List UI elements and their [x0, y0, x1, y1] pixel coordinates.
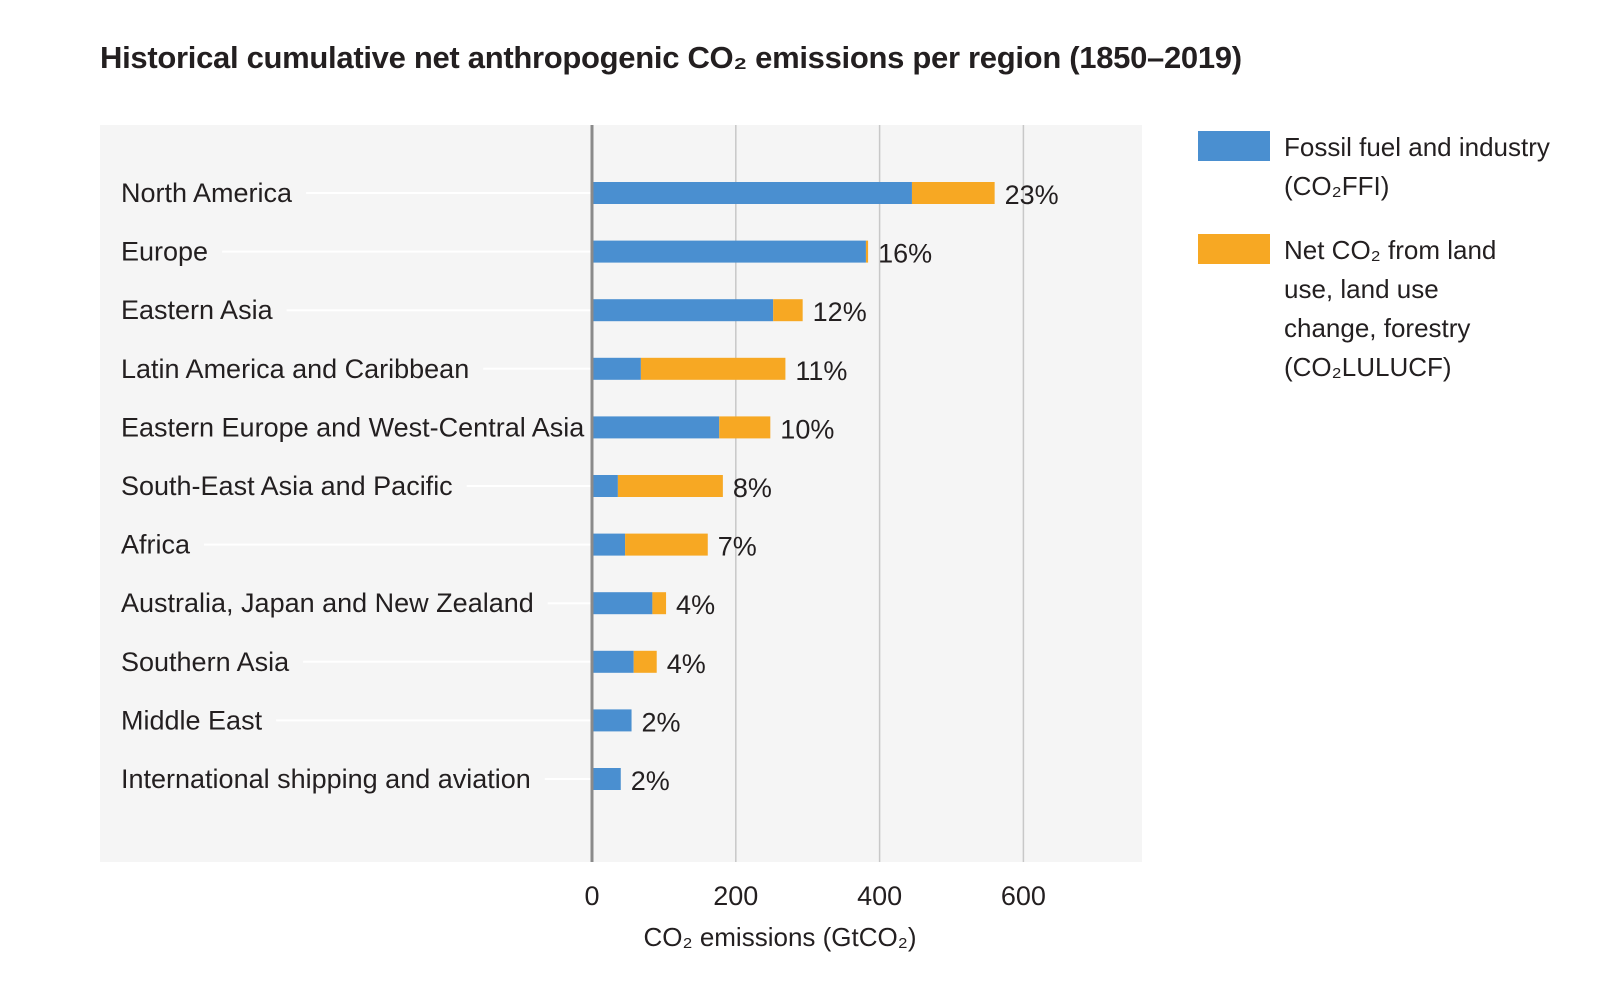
data-label: 23% — [1005, 180, 1059, 210]
data-label: 4% — [676, 590, 715, 620]
category-label: International shipping and aviation — [121, 764, 531, 794]
x-tick-label: 400 — [857, 881, 902, 911]
bar-segment-ffi — [592, 475, 618, 497]
bar-segment-ffi — [592, 357, 641, 380]
bar-segment-ffi — [592, 709, 632, 732]
bars — [592, 182, 995, 790]
category-label: South-East Asia and Pacific — [121, 471, 453, 501]
bar-segment-ffi — [592, 240, 866, 263]
bar-segment-lulucf — [719, 416, 771, 439]
data-label: 8% — [733, 473, 772, 503]
data-label: 2% — [642, 707, 681, 737]
legend-label-lulucf: Net CO₂ from land use, land use change, … — [1284, 235, 1497, 382]
bar-segment-ffi — [592, 768, 621, 790]
value-labels: 23%16%12%11%10%8%7%4%4%2%2% — [631, 180, 1059, 796]
bar-segment-ffi — [592, 533, 626, 556]
bar-segment-ffi — [592, 592, 653, 615]
legend-label-ffi: Fossil fuel and industry (CO₂FFI) — [1284, 132, 1550, 201]
data-label: 10% — [780, 414, 834, 444]
category-label: Australia, Japan and New Zealand — [121, 588, 534, 618]
category-labels: North America Europe Eastern Asia Latin Ame… — [121, 178, 585, 794]
category-label: Eastern Europe and West-Central Asia — [121, 412, 585, 442]
category-label: Latin America and Caribbean — [121, 354, 469, 384]
legend-swatch-ffi — [1198, 131, 1270, 161]
data-label: 4% — [667, 649, 706, 679]
data-label: 12% — [813, 297, 867, 327]
category-label: Middle East — [121, 705, 263, 735]
bar-segment-ffi — [592, 650, 634, 673]
data-label: 2% — [631, 766, 670, 796]
bar-segment-lulucf — [625, 533, 708, 556]
category-label: Southern Asia — [121, 647, 290, 677]
bar-segment-lulucf — [911, 182, 995, 204]
bar-segment-lulucf — [865, 240, 869, 263]
legend-swatch-lulucf — [1198, 234, 1270, 264]
bar-segment-lulucf — [617, 475, 723, 497]
data-label: 16% — [878, 239, 932, 269]
bar-segment-lulucf — [773, 299, 803, 322]
category-label: North America — [121, 178, 293, 208]
category-label: Africa — [121, 530, 191, 560]
category-label: Eastern Asia — [121, 295, 274, 325]
x-tick-labels: 0 200 400 600 — [584, 881, 1045, 911]
x-tick-label: 0 — [584, 881, 599, 911]
row-guides — [204, 192, 599, 780]
chart-title: Historical cumulative net anthropogenic … — [100, 40, 1242, 75]
x-tick-label: 200 — [713, 881, 758, 911]
bar-segment-lulucf — [633, 650, 657, 673]
data-label: 7% — [718, 532, 757, 562]
category-label: Europe — [121, 237, 208, 267]
x-tick-label: 600 — [1001, 881, 1046, 911]
x-axis-label: CO₂ emissions (GtCO₂) — [643, 922, 917, 952]
bar-segment-ffi — [592, 182, 912, 204]
bar-segment-ffi — [592, 416, 720, 439]
data-label: 11% — [795, 356, 847, 386]
bar-segment-lulucf — [652, 592, 667, 615]
bar-segment-ffi — [592, 299, 774, 322]
bar-segment-lulucf — [640, 357, 786, 380]
